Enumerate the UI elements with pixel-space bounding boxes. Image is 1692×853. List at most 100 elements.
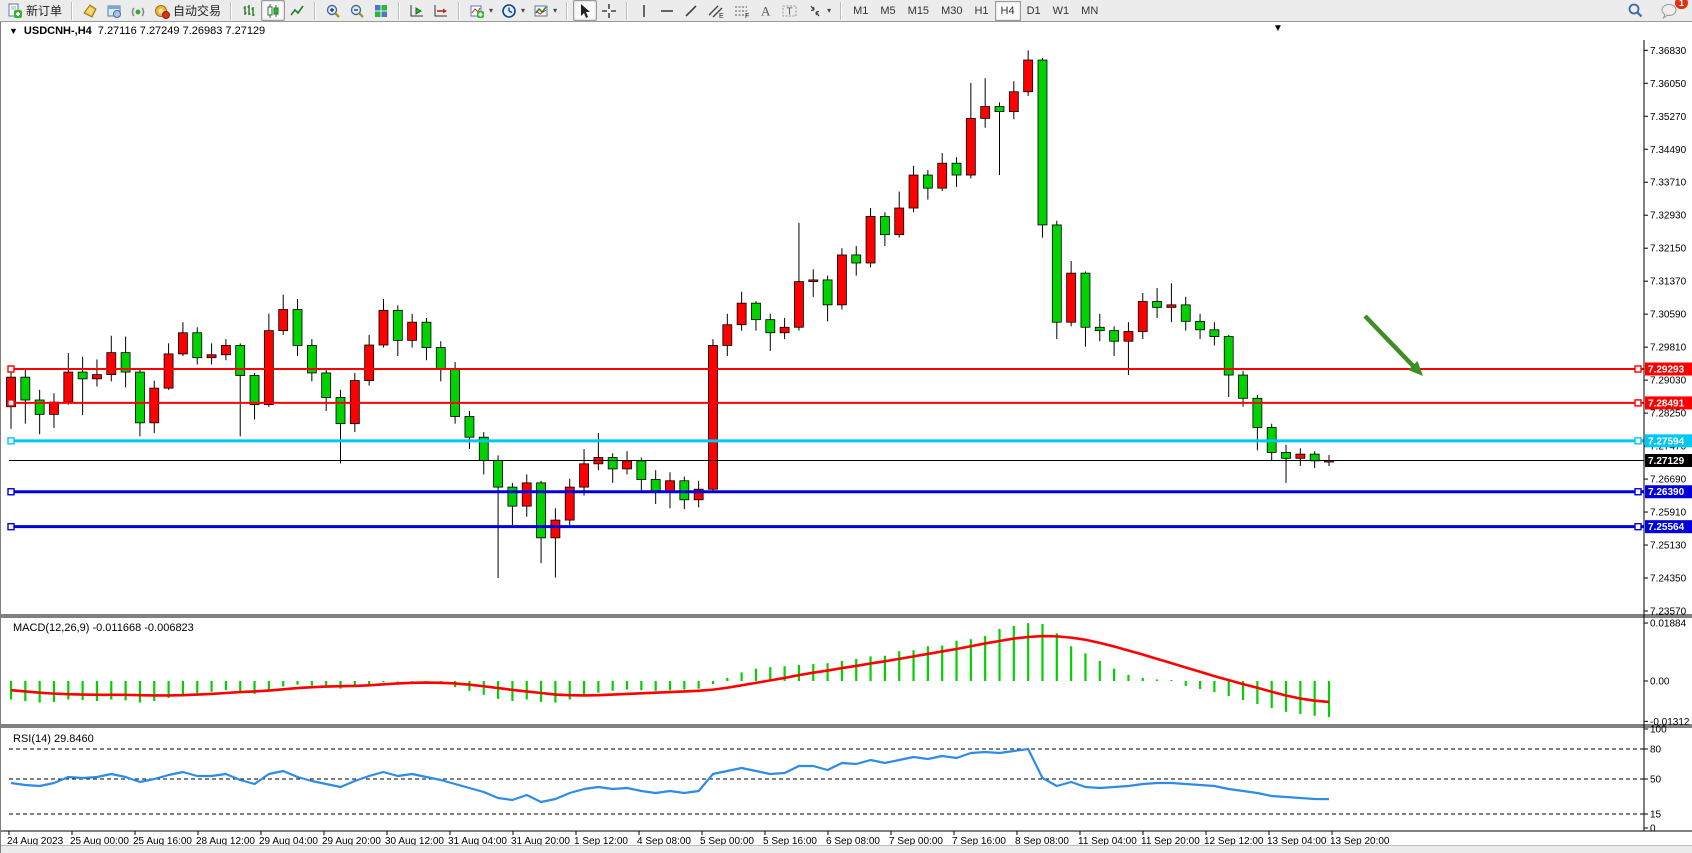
chart-window: ▼ USDCNH-,H4 7.27116 7.27249 7.26983 7.2… [0,22,1692,853]
zoom-in-button[interactable] [321,0,345,21]
line-chart-button[interactable] [285,0,309,21]
new-order-button[interactable]: 新订单 [3,0,66,21]
svg-text:0.00: 0.00 [1650,677,1670,688]
chevron-down-icon: ▾ [521,6,526,15]
arrows-button[interactable]: ▾ [803,0,835,21]
svg-text:E: E [719,13,724,19]
svg-text:12 Sep 12:00: 12 Sep 12:00 [1204,836,1264,847]
chart-shift-icon [433,3,449,19]
chevron-down-icon: ▾ [489,6,494,15]
svg-text:-0.01312: -0.01312 [1650,717,1690,728]
indicators-icon [469,3,485,19]
chart-shift-button[interactable] [429,0,453,21]
trendline-button[interactable] [679,0,703,21]
text-button[interactable]: A [755,0,777,21]
tile-windows-button[interactable] [369,0,393,21]
chat-icon [1660,2,1678,19]
svg-text:7.26390: 7.26390 [1648,487,1685,498]
svg-text:7.35270: 7.35270 [1650,112,1687,123]
new-order-label: 新订单 [26,4,63,18]
svg-text:11 Sep 20:00: 11 Sep 20:00 [1141,836,1200,847]
templates-icon [533,3,549,19]
crosshair-icon [601,3,617,19]
periods-icon [501,3,517,19]
auto-scroll-icon [409,3,425,19]
timeframe-button-m15[interactable]: M15 [907,4,930,17]
svg-text:1 Sep 12:00: 1 Sep 12:00 [574,836,628,847]
timeframe-button-h4[interactable]: H4 [994,0,1021,21]
svg-text:25 Aug 16:00: 25 Aug 16:00 [133,836,192,847]
autotrade-label: 自动交易 [173,4,222,18]
svg-text:50: 50 [1650,775,1662,786]
indicators-button[interactable]: ▾ [465,0,497,21]
candlestick-button[interactable] [261,0,286,21]
svg-text:7.28491: 7.28491 [1648,398,1685,409]
timeframe-button-m30[interactable]: M30 [941,4,963,17]
svg-text:F: F [745,13,749,19]
svg-text:7.36050: 7.36050 [1650,79,1687,90]
zoom-in-icon [325,3,341,19]
periods-button[interactable]: ▾ [497,0,529,21]
svg-text:0: 0 [1650,824,1656,835]
toolbar-separator [626,1,629,20]
chart-title-bar[interactable]: ▼ USDCNH-,H4 7.27116 7.27249 7.26983 7.2… [1,22,1692,41]
timeframe-button-m5[interactable]: M5 [880,4,896,17]
timeframe-button-w1[interactable]: W1 [1052,4,1070,17]
auto-scroll-button[interactable] [405,0,429,21]
svg-text:7.34490: 7.34490 [1650,145,1687,156]
toolbar-separator [458,1,461,20]
svg-text:31 Aug 04:00: 31 Aug 04:00 [448,836,507,847]
bar-chart-icon [241,3,257,19]
svg-text:80: 80 [1650,745,1662,756]
vertical-line-icon [637,3,651,19]
search-button[interactable] [1623,0,1648,21]
data-window-icon [106,3,122,19]
timeframe-button-h1[interactable]: H1 [974,4,989,17]
chevron-down-icon: ▾ [827,6,832,15]
svg-text:A: A [761,3,771,18]
new-order-icon [7,3,23,19]
crosshair-button[interactable] [597,0,621,21]
quotes-button[interactable] [78,0,102,21]
chart-canvas[interactable]: MACD(12,26,9) -0.011668 -0.006823 RSI(14)… [1,40,1692,853]
svg-text:29 Aug 04:00: 29 Aug 04:00 [259,836,318,847]
templates-button[interactable]: ▾ [529,0,561,21]
zoom-out-button[interactable] [345,0,369,21]
toolbar-separator [314,1,317,20]
search-icon [1627,2,1644,19]
svg-text:7 Sep 16:00: 7 Sep 16:00 [952,836,1006,847]
svg-text:7.27129: 7.27129 [1648,456,1685,467]
vertical-line-button[interactable] [633,0,655,21]
svg-text:7.33710: 7.33710 [1650,178,1687,189]
autotrade-button[interactable]: 自动交易 [150,0,225,21]
window-menu-caret[interactable]: ▼ [1273,23,1283,34]
arrows-icon [807,3,823,19]
svg-text:13 Sep 20:00: 13 Sep 20:00 [1330,836,1390,847]
horizontal-line-icon [659,3,675,19]
svg-text:28 Aug 12:00: 28 Aug 12:00 [196,836,255,847]
timeframe-button-d1[interactable]: D1 [1026,4,1041,17]
svg-text:5 Sep 16:00: 5 Sep 16:00 [763,836,817,847]
text-label-button[interactable]: T [777,0,803,21]
trendline-icon [683,3,699,19]
toolbar-separator [840,1,843,20]
signals-button[interactable] [126,0,150,21]
bar-chart-button[interactable] [237,0,261,21]
tile-windows-icon [373,3,389,19]
timeframe-button-mn[interactable]: MN [1081,4,1099,17]
svg-text:13 Sep 04:00: 13 Sep 04:00 [1267,836,1327,847]
data-window-button[interactable] [102,0,126,21]
svg-text:29 Aug 20:00: 29 Aug 20:00 [322,836,381,847]
svg-text:11 Sep 04:00: 11 Sep 04:00 [1078,836,1137,847]
cursor-button[interactable] [573,0,598,21]
timeframe-button-m1[interactable]: M1 [853,4,869,17]
svg-text:25 Aug 00:00: 25 Aug 00:00 [70,836,129,847]
fibonacci-button[interactable]: F [729,0,755,21]
chat-button[interactable]: 1 [1656,0,1688,21]
channel-button[interactable]: E [703,0,729,21]
horizontal-line-button[interactable] [655,0,679,21]
toolbar-separator [566,1,569,20]
channel-icon: E [707,3,725,19]
svg-text:6 Sep 08:00: 6 Sep 08:00 [826,836,880,847]
chart-symbol-period: USDCNH-,H4 [23,25,92,37]
